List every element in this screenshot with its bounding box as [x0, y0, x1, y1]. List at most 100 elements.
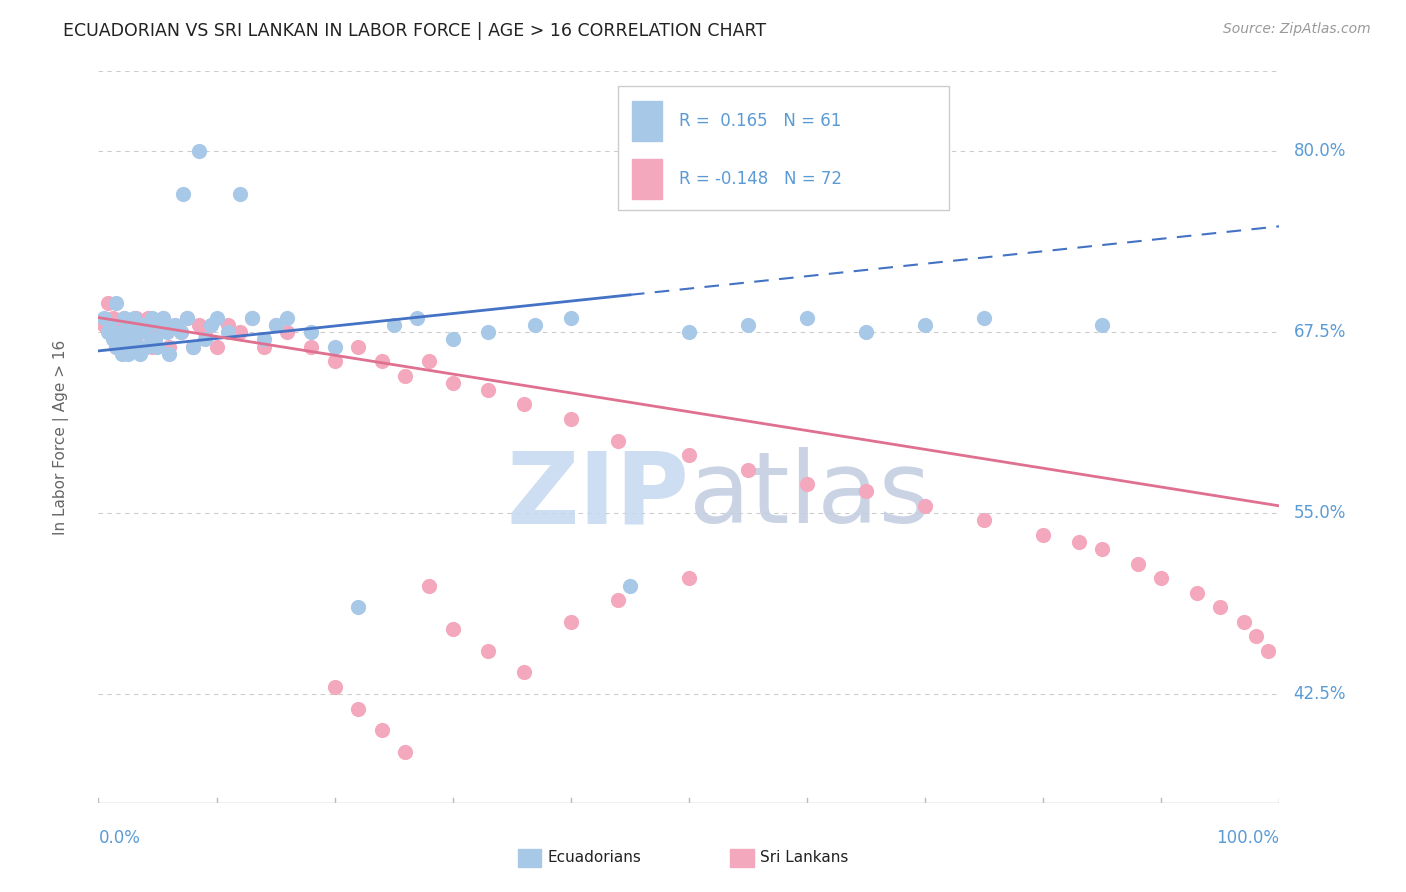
Point: [117, 318, 139, 332]
Point: [1126, 557, 1149, 571]
Point: [105, 340, 128, 354]
Point: [240, 310, 263, 325]
Point: [276, 310, 298, 325]
Point: [136, 310, 159, 325]
Point: [229, 187, 252, 202]
Point: [136, 318, 159, 332]
Point: [132, 318, 155, 332]
Point: [1067, 535, 1090, 549]
Point: [93, 318, 115, 332]
Point: [105, 340, 128, 354]
Point: [152, 310, 174, 325]
Point: [323, 340, 346, 354]
Point: [93, 310, 115, 325]
Point: [217, 318, 239, 332]
Point: [101, 332, 124, 346]
Point: [205, 310, 228, 325]
Text: 55.0%: 55.0%: [1294, 504, 1346, 522]
FancyBboxPatch shape: [619, 86, 949, 211]
Point: [973, 310, 995, 325]
Point: [973, 513, 995, 527]
Point: [135, 325, 157, 339]
Point: [125, 310, 148, 325]
Point: [181, 340, 204, 354]
Text: ECUADORIAN VS SRI LANKAN IN LABOR FORCE | AGE > 16 CORRELATION CHART: ECUADORIAN VS SRI LANKAN IN LABOR FORCE …: [63, 22, 766, 40]
Point: [181, 340, 204, 354]
Point: [323, 680, 346, 694]
Text: Source: ZipAtlas.com: Source: ZipAtlas.com: [1223, 22, 1371, 37]
Point: [194, 332, 217, 346]
Point: [217, 325, 239, 339]
Point: [678, 325, 700, 339]
Point: [172, 187, 194, 202]
Text: ZIP: ZIP: [506, 447, 689, 544]
Point: [382, 318, 405, 332]
Point: [200, 318, 222, 332]
Point: [170, 325, 193, 339]
Point: [914, 499, 936, 513]
Point: [141, 340, 163, 354]
Point: [418, 354, 440, 368]
Bar: [633, 159, 662, 199]
Point: [796, 477, 818, 491]
Point: [477, 325, 499, 339]
Text: atlas: atlas: [689, 447, 931, 544]
Text: 67.5%: 67.5%: [1294, 323, 1346, 341]
Text: R =  0.165   N = 61: R = 0.165 N = 61: [679, 112, 842, 129]
Point: [855, 484, 877, 499]
Point: [619, 578, 641, 592]
Point: [135, 325, 157, 339]
Text: R = -0.148   N = 72: R = -0.148 N = 72: [679, 170, 842, 188]
Point: [1150, 571, 1173, 585]
Point: [371, 354, 394, 368]
Point: [347, 340, 370, 354]
Text: 0.0%: 0.0%: [98, 829, 141, 847]
Point: [1233, 615, 1256, 629]
Point: [512, 665, 534, 680]
Point: [441, 622, 464, 636]
Point: [111, 347, 134, 361]
Point: [1032, 528, 1054, 542]
Point: [1257, 644, 1279, 658]
Point: [264, 318, 287, 332]
Point: [441, 332, 464, 346]
Point: [121, 340, 143, 354]
Point: [146, 340, 169, 354]
Point: [1091, 318, 1114, 332]
Point: [121, 318, 143, 332]
Point: [276, 325, 298, 339]
Point: [560, 615, 582, 629]
Point: [135, 340, 157, 354]
Point: [187, 318, 209, 332]
Bar: [730, 849, 754, 866]
Point: [194, 325, 217, 339]
Point: [1244, 629, 1267, 643]
Point: [146, 325, 169, 339]
Text: 100.0%: 100.0%: [1216, 829, 1279, 847]
Point: [157, 347, 180, 361]
Point: [149, 318, 172, 332]
Point: [323, 354, 346, 368]
Text: Sri Lankans: Sri Lankans: [759, 850, 848, 865]
Point: [152, 310, 174, 325]
Point: [165, 318, 187, 332]
Point: [418, 578, 440, 592]
Point: [264, 318, 287, 332]
Point: [914, 318, 936, 332]
Point: [156, 325, 179, 339]
Point: [122, 332, 145, 346]
Point: [229, 325, 252, 339]
Point: [108, 318, 131, 332]
Bar: [517, 849, 541, 866]
Point: [105, 296, 128, 310]
Point: [796, 310, 818, 325]
Point: [157, 340, 180, 354]
Point: [128, 340, 150, 354]
Point: [143, 332, 166, 346]
Point: [371, 723, 394, 738]
Point: [560, 412, 582, 426]
Point: [678, 571, 700, 585]
Text: 42.5%: 42.5%: [1294, 685, 1346, 703]
Point: [141, 310, 163, 325]
Point: [187, 144, 209, 158]
